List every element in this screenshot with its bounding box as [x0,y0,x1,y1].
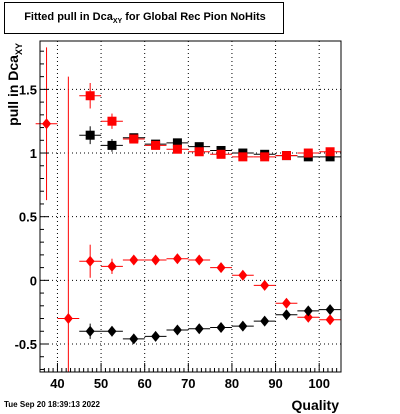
data-point-square [216,149,226,159]
data-point-square [303,148,313,158]
data-point-square [325,147,335,157]
x-tick-label: 50 [94,376,108,391]
data-point-diamond [238,269,248,281]
y-axis-title-main: pull in Dca [5,55,21,126]
data-point-diamond [172,324,182,336]
series-0 [79,126,341,162]
data-point-diamond [107,260,117,272]
data-point-square [260,152,270,162]
data-point-diamond [260,315,270,327]
data-point-square [129,134,139,144]
data-point-diamond [42,118,52,130]
data-point-diamond [325,314,335,326]
y-tick-label: 1.5 [19,82,37,97]
data-point-square [151,140,161,150]
x-tick-label: 100 [308,376,330,391]
data-point-diamond [129,254,139,266]
data-point-diamond [194,254,204,266]
data-point-diamond [325,304,335,316]
data-point-diamond [85,325,95,337]
data-point-square [238,152,248,162]
y-tick-label: 1 [30,146,37,161]
data-point-diamond [129,333,139,345]
grid [40,41,341,372]
y-tick-label: 0.5 [19,210,37,225]
y-axis-title: pull in DcaXY [5,43,24,126]
x-tick-label: 80 [225,376,239,391]
chart-title-subscript: XY [112,18,123,26]
data-point-diamond [194,323,204,335]
axis-ticks: 40 50 60 70 80 90 100 -0.5 0 0.5 1 1.5 [15,50,342,391]
chart-title-prefix: Fitted pull in Dca [24,11,113,23]
data-point-diamond [281,297,291,309]
series-2 [35,47,341,372]
data-point-square [107,140,117,150]
x-tick-label: 60 [137,376,151,391]
data-point-diamond [85,255,95,267]
chart-title-suffix: for Global Rec Pion NoHits [122,11,266,23]
y-tick-label: -0.5 [15,337,37,352]
data-point-diamond [281,309,291,321]
x-tick-label: 40 [50,376,64,391]
data-point-diamond [107,325,117,337]
data-point-square [325,152,335,162]
data-point-diamond [151,254,161,266]
data-points [35,47,341,372]
data-point-square [281,151,291,161]
x-axis-title: Quality [292,397,340,413]
x-tick-label: 70 [181,376,195,391]
data-point-diamond [303,305,313,317]
data-point-square [107,116,117,126]
y-tick-label: 0 [30,273,37,288]
data-point-square [194,147,204,157]
title-box: Fitted pull in DcaXY for Global Rec Pion… [4,2,284,34]
data-point-diamond [172,253,182,265]
data-point-square [172,144,182,154]
data-point-diamond [63,313,73,325]
series-1 [79,83,341,162]
series-3 [79,304,341,345]
data-point-diamond [216,262,226,274]
data-point-square [194,142,204,152]
data-point-diamond [216,321,226,333]
x-tick-label: 90 [268,376,282,391]
data-point-diamond [303,311,313,323]
data-point-square [85,91,95,101]
data-point-diamond [151,330,161,342]
data-point-square [85,130,95,140]
y-axis-title-subscript: XY [14,43,24,55]
data-point-square [172,138,182,148]
chart-title: Fitted pull in DcaXY for Global Rec Pion… [5,11,285,25]
timestamp: Tue Sep 20 18:39:13 2022 [4,400,100,409]
data-point-diamond [260,279,270,291]
plot-frame [39,40,342,373]
data-point-diamond [238,320,248,332]
